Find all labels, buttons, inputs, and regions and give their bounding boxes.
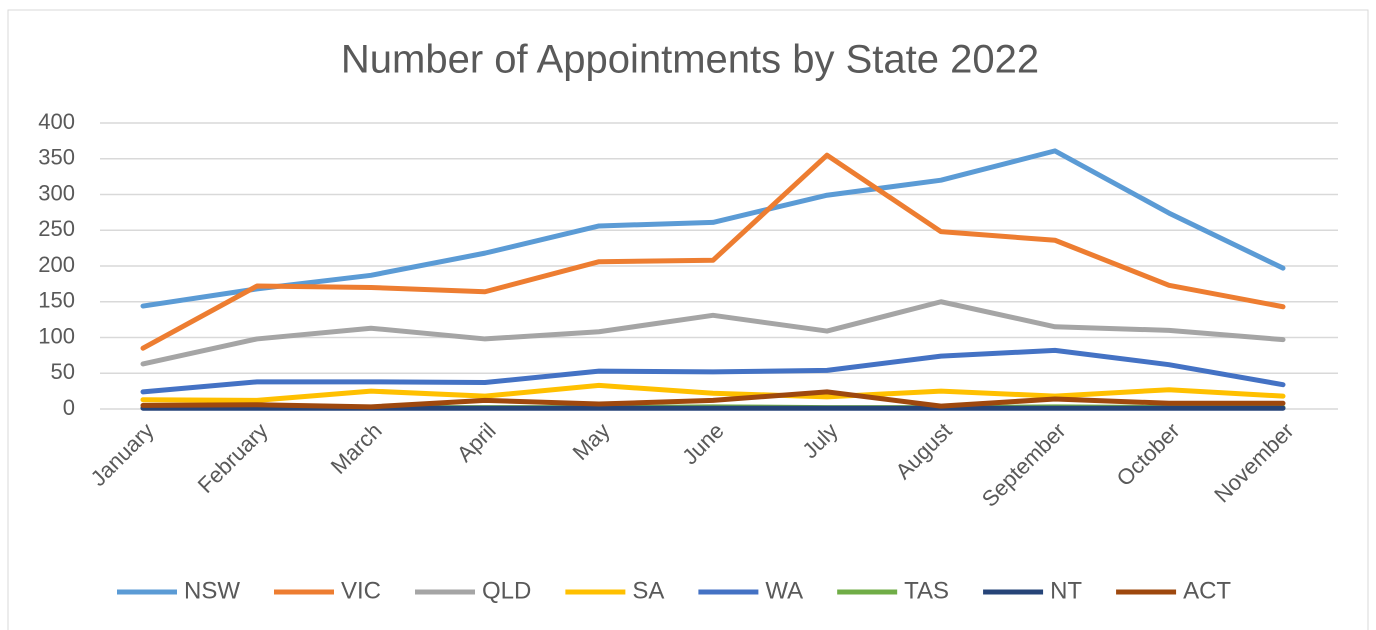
y-tick-label: 250 (38, 216, 75, 241)
y-tick-label: 200 (38, 252, 75, 277)
chart-title: Number of Appointments by State 2022 (341, 38, 1039, 82)
legend-label: QLD (482, 577, 531, 604)
y-tick-label: 300 (38, 180, 75, 205)
legend-label: ACT (1183, 577, 1231, 604)
line-series (140, 148, 1286, 309)
line-series (140, 347, 1286, 395)
legend-label: SA (632, 577, 664, 604)
line-series (140, 299, 1286, 367)
legend-label: NT (1050, 577, 1082, 604)
y-tick-label: 400 (38, 109, 75, 134)
line-series (140, 382, 1286, 403)
y-tick-label: 0 (63, 395, 75, 420)
y-tick-label: 100 (38, 323, 75, 348)
line-series (140, 152, 1286, 351)
legend-label: WA (765, 577, 803, 604)
legend-label: TAS (904, 577, 949, 604)
line-series (140, 389, 1286, 410)
y-tick-label: 350 (38, 145, 75, 170)
y-tick-label: 150 (38, 288, 75, 313)
y-tick-label: 50 (51, 359, 75, 384)
legend-label: VIC (341, 577, 381, 604)
legend-label: NSW (184, 577, 240, 604)
